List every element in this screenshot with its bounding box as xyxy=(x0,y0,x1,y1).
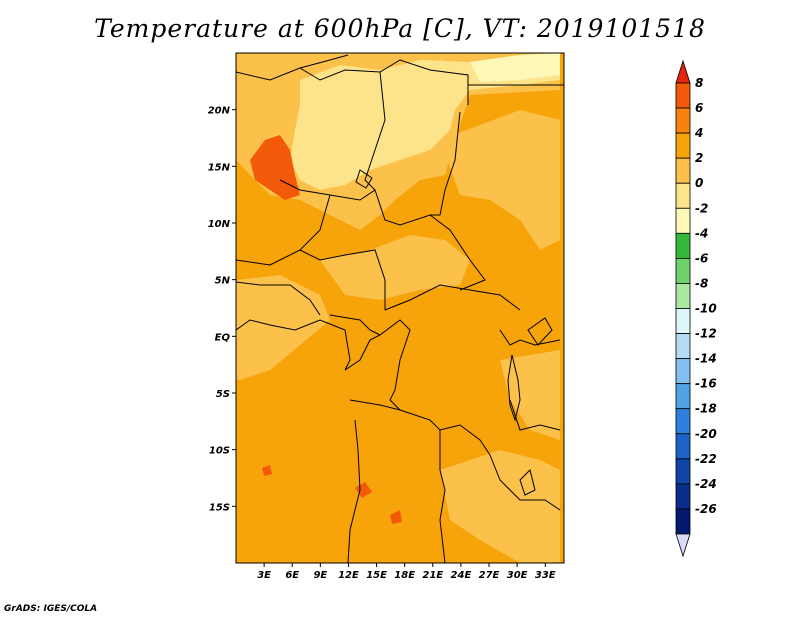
colorbar-label: -24 xyxy=(695,477,717,491)
map-frame xyxy=(235,52,565,564)
lat-tick-label: EQ xyxy=(215,332,231,343)
lon-tick-label: 24E xyxy=(451,570,472,581)
colorbar-swatch xyxy=(675,358,691,385)
colorbar-label: -20 xyxy=(695,427,717,441)
lat-tick-label: 5S xyxy=(216,389,230,400)
colorbar-swatch xyxy=(675,182,691,209)
colorbar-label: -16 xyxy=(695,377,717,391)
colorbar-swatch xyxy=(675,257,691,284)
colorbar-swatch xyxy=(675,508,691,535)
lon-tick-label: 30E xyxy=(507,570,528,581)
latitude-axis: 20N 15N 10N 5N EQ 5S 10S 15S xyxy=(208,106,236,513)
colorbar: 8 6 4 2 0 -2 -4 -6 -8 -10 -12 -14 -16 -18 -20 -22 -24 -26 xyxy=(675,59,717,558)
colorbar-swatch xyxy=(675,333,691,360)
lon-tick-label: 12E xyxy=(338,570,359,581)
colorbar-label: -26 xyxy=(695,502,717,516)
colorbar-label: 6 xyxy=(695,101,703,115)
lat-tick-label: 10S xyxy=(209,446,230,457)
colorbar-label: -8 xyxy=(695,276,708,290)
temperature-field-minus4-to-minus2 xyxy=(470,53,560,82)
colorbar-label: -4 xyxy=(695,226,708,240)
footer-credit: GrADS: IGES/COLA xyxy=(4,604,98,614)
lon-tick-label: 33E xyxy=(535,570,556,581)
longitude-axis: 3E 6E 9E 12E 15E 18E 21E 24E 27E 30E 33E xyxy=(257,563,556,581)
lat-tick-label: 20N xyxy=(208,106,231,117)
country-borders xyxy=(236,54,564,563)
lat-tick-label: 15S xyxy=(209,502,230,513)
map-title: Temperature at 600hPa [C], VT: 201910151… xyxy=(94,14,706,43)
colorbar-swatch xyxy=(675,232,691,259)
colorbar-swatch xyxy=(675,107,691,134)
colorbar-swatch xyxy=(675,308,691,334)
colorbar-label: 8 xyxy=(695,76,703,90)
lon-tick-label: 3E xyxy=(257,570,271,581)
colorbar-swatch xyxy=(675,408,691,435)
colorbar-label: -6 xyxy=(695,251,708,265)
colorbar-top-arrow xyxy=(675,59,691,84)
colorbar-swatch xyxy=(675,157,691,184)
colorbar-label: 2 xyxy=(695,151,703,165)
colorbar-label: -22 xyxy=(695,452,717,466)
colorbar-swatch xyxy=(675,283,691,309)
colorbar-label: 0 xyxy=(695,176,703,190)
colorbar-label: -10 xyxy=(695,302,717,316)
colorbar-label: -18 xyxy=(695,402,717,416)
lat-tick-label: 5N xyxy=(215,276,231,287)
lon-tick-label: 15E xyxy=(366,570,387,581)
colorbar-label: -14 xyxy=(695,352,717,366)
colorbar-swatch xyxy=(675,207,691,234)
map-plot xyxy=(236,53,564,563)
lon-tick-label: 18E xyxy=(394,570,415,581)
lon-tick-label: 9E xyxy=(313,570,327,581)
colorbar-label: 4 xyxy=(694,126,703,140)
colorbar-swatch xyxy=(675,383,691,410)
lon-tick-label: 6E xyxy=(285,570,299,581)
lat-tick-label: 15N xyxy=(208,162,231,173)
colorbar-label: -12 xyxy=(695,327,717,341)
colorbar-swatch xyxy=(675,82,691,109)
colorbar-label: -2 xyxy=(695,201,708,215)
lon-tick-label: 27E xyxy=(479,570,500,581)
colorbar-swatch xyxy=(675,132,691,159)
colorbar-swatch xyxy=(675,458,691,485)
colorbar-swatch xyxy=(675,483,691,510)
lat-tick-label: 10N xyxy=(208,219,231,230)
colorbar-swatch xyxy=(675,433,691,460)
temperature-field-minus2-to-0 xyxy=(290,53,560,190)
colorbar-bottom-arrow xyxy=(675,533,691,558)
lakes xyxy=(355,169,553,496)
lon-tick-label: 21E xyxy=(422,570,443,581)
